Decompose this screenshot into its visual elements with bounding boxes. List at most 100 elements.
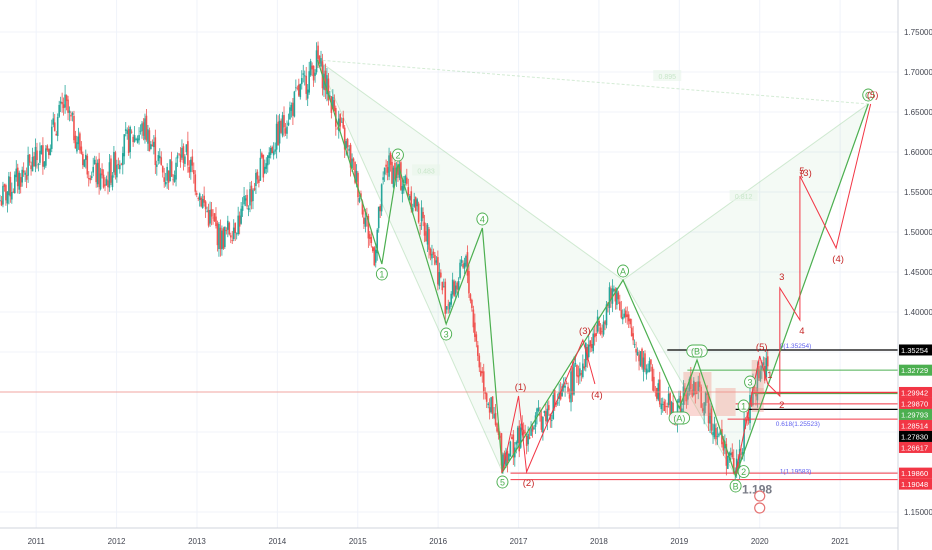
candle-body [56, 117, 59, 137]
candle-body [141, 123, 143, 132]
candle-body [639, 351, 642, 366]
candle-body [672, 402, 674, 419]
green-wave-label: 1 [379, 270, 384, 280]
candle-body [317, 45, 319, 59]
candle-body [84, 154, 87, 160]
candle-body [435, 260, 438, 263]
candle-body [272, 151, 275, 156]
price-level-badge-label: 1.32729 [901, 366, 928, 375]
green-sub-label: 3 [748, 378, 753, 388]
candle-body [87, 178, 90, 179]
red-wave-2020-label: 4 [799, 326, 804, 337]
candle-body [188, 166, 191, 173]
candle-body [160, 157, 163, 165]
green-wave-label-circle [617, 264, 630, 278]
candle-body [295, 87, 297, 89]
candle-body [619, 301, 621, 311]
candle-body [111, 175, 114, 188]
candle-body [154, 137, 157, 166]
candle-body [71, 113, 74, 115]
candle-body [150, 144, 152, 150]
red-wave-2020-label: (5) [756, 342, 768, 353]
candle-body [626, 314, 629, 317]
candle-body [447, 304, 450, 306]
candle-body [9, 177, 12, 197]
candle-body [237, 215, 239, 235]
candle-body [176, 155, 179, 159]
candle-body [129, 126, 131, 153]
candle-body [690, 374, 692, 389]
candle-body [494, 412, 497, 425]
candle-body [130, 131, 133, 133]
candle-body [451, 279, 454, 295]
candle-body [268, 152, 271, 158]
candle-body [207, 209, 210, 226]
candle-body [759, 371, 762, 381]
candle-body [663, 401, 666, 412]
price-level-badge [899, 386, 932, 398]
candle-body [380, 184, 383, 212]
harmonic-ratio-label: 0.895 [659, 74, 677, 81]
candle-body [173, 175, 176, 182]
candle-body [605, 304, 608, 326]
candle-body [138, 134, 140, 141]
candle-body [354, 161, 356, 183]
candle-body [218, 223, 220, 250]
candle-body [420, 207, 423, 222]
candle-body [406, 177, 408, 184]
candle-body [417, 203, 420, 223]
candle-body [158, 155, 161, 159]
candle-body [411, 207, 414, 212]
candle-body [542, 417, 544, 433]
candle-body [500, 433, 503, 466]
candle-body [497, 428, 500, 435]
fib-level-label: 0(1.35254) [780, 343, 811, 350]
candle-body [361, 201, 364, 215]
candle-body [553, 390, 556, 407]
candle-body [515, 442, 518, 445]
candle-body [156, 164, 158, 167]
candle-body [587, 344, 590, 358]
candle-body [691, 389, 694, 397]
green-wave-label-circle [375, 267, 388, 281]
red-wave-2017-label: (3) [579, 326, 591, 337]
candle-body [440, 272, 442, 278]
candle-body [227, 220, 229, 230]
candle-body [525, 435, 528, 446]
candle-body [240, 208, 242, 224]
candle-body [212, 217, 214, 219]
candle-body [18, 172, 21, 190]
candle-body [346, 138, 349, 148]
candle-body [651, 366, 654, 382]
candle-body [583, 366, 586, 369]
candle-body [383, 167, 386, 175]
fib-level-label: 0.618(1.25523) [776, 421, 820, 428]
price-level-badge [899, 344, 932, 356]
price-level-badge [899, 467, 932, 479]
candle-body [614, 288, 617, 302]
candle-body [556, 402, 559, 404]
candle-body [463, 262, 466, 269]
candle-body [491, 396, 494, 414]
candle-body [311, 65, 313, 70]
candle-body [534, 415, 537, 427]
candle-body [147, 129, 149, 144]
candle-body [235, 233, 238, 235]
harmonic-xc-line [317, 59, 869, 105]
candle-body [669, 392, 671, 417]
candle-body [540, 415, 543, 430]
candle-body [179, 154, 182, 163]
candle-body [192, 170, 195, 175]
candle-body [577, 375, 580, 378]
candle-body [552, 394, 555, 420]
candle-body [113, 151, 115, 173]
candle-body [482, 371, 485, 392]
candle-body [231, 240, 234, 241]
candle-body [732, 458, 735, 474]
candle-body [0, 200, 3, 206]
fib-level-label: 1(1.19583) [780, 468, 811, 475]
candle-body [121, 153, 124, 166]
candle-body [431, 253, 433, 259]
candle-body [352, 158, 355, 162]
